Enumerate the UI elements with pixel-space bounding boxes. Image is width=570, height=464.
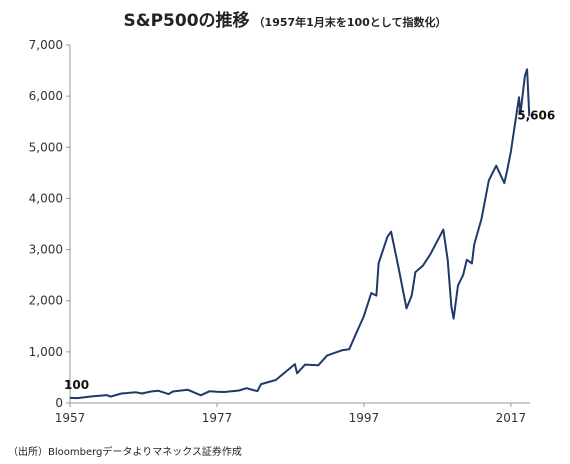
y-tick-label: 4,000	[29, 191, 63, 205]
y-tick-label: 5,000	[29, 140, 63, 154]
x-tick-label: 1977	[202, 411, 233, 425]
y-tick-label: 3,000	[29, 243, 63, 257]
plot-area	[69, 68, 531, 400]
chart-subtitle: （1957年1月末を100として指数化）	[253, 16, 447, 29]
chart-title-block: S&P500の推移 （1957年1月末を100として指数化）	[0, 6, 570, 31]
x-tick-label: 1997	[349, 411, 380, 425]
axes: 0 1,000 2,000 3,000 4,000 5,000 6,000 7,000 1957…	[29, 38, 530, 425]
data-labels: 100 5,606	[64, 108, 555, 392]
y-tick-label: 2,000	[29, 294, 63, 308]
x-tick-label: 2017	[496, 411, 527, 425]
y-tick-label: 1,000	[29, 345, 63, 359]
line-chart: 0 1,000 2,000 3,000 4,000 5,000 6,000 7,000 1957…	[29, 38, 556, 425]
start-value-label: 100	[64, 378, 89, 392]
y-tick-label: 6,000	[29, 89, 63, 103]
y-tick-label: 0	[55, 396, 63, 410]
source-note: （出所）Bloombergデータよりマネックス証券作成	[8, 447, 242, 458]
x-tick-label: 1957	[55, 411, 86, 425]
end-value-label: 5,606	[517, 108, 555, 122]
series-line	[69, 68, 531, 400]
y-tick-label: 7,000	[29, 38, 63, 52]
chart-title: S&P500の推移	[123, 11, 250, 31]
